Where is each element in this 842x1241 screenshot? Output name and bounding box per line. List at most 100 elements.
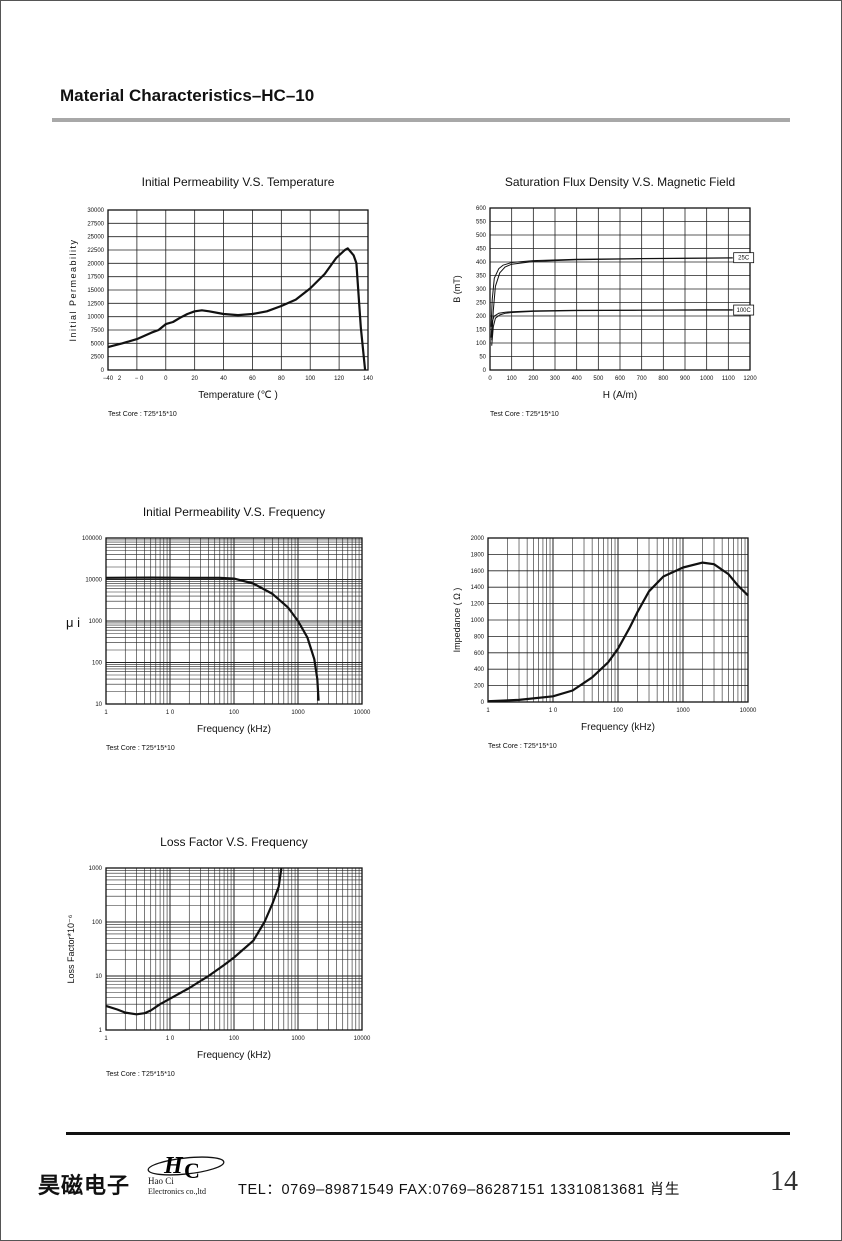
y-tick-label: 7500: [91, 328, 105, 334]
x-tick-label: 100: [613, 708, 624, 714]
x-tick-label: − 0: [135, 376, 144, 382]
x-tick-label: 1 0: [166, 1036, 175, 1042]
x-tick-label: 300: [550, 376, 561, 382]
y-tick-label: 15000: [87, 288, 104, 294]
chart-initial-permeability-vs-temperature: Initial Permeability V.S. Temperature −40…: [68, 175, 374, 418]
plot-frame: [105, 867, 363, 1031]
x-tick-label: 1200: [743, 376, 757, 382]
y-tick-label: 250: [476, 301, 487, 307]
chart-initial-permeability-vs-frequency: Initial Permeability V.S. Frequency 1 1 0 1…: [66, 505, 371, 752]
y-tick-label: 0: [483, 368, 487, 374]
x-tick-label: 10000: [354, 1036, 371, 1042]
y-tick-label: 50: [479, 355, 486, 361]
y-tick-label: 100: [476, 341, 487, 347]
logo-subtitle: Electronics co.,ltd: [148, 1187, 206, 1196]
plot-frame: [487, 537, 749, 703]
x-tick-label: 500: [593, 376, 604, 382]
x-tick-label: 1000: [291, 710, 305, 716]
x-tick-label: 60: [249, 376, 256, 382]
chart-title: Initial Permeability V.S. Frequency: [143, 505, 325, 519]
chart-loss-factor-vs-frequency: Loss Factor V.S. Frequency 1 1 0 100 1000 100…: [66, 835, 371, 1078]
contact-info: TEL：0769–89871549 FAX:0769–86287151 1331…: [238, 1182, 680, 1198]
x-tick-label: 1100: [722, 376, 736, 382]
x-tick-label: 700: [637, 376, 648, 382]
test-core-note: Test Core : T25*15*10: [488, 743, 557, 750]
x-tick-label: 40: [220, 376, 227, 382]
y-tick-label: 1000: [471, 618, 485, 624]
x-axis-label: Frequency (kHz): [197, 724, 271, 735]
series-label: 25C: [738, 256, 750, 262]
y-tick-label: 100000: [82, 536, 103, 542]
series-line: [491, 257, 733, 341]
y-tick-label: 500: [476, 233, 487, 239]
y-tick-label: 300: [476, 287, 487, 293]
y-tick-label: 17500: [87, 275, 104, 281]
y-tick-label: 27500: [87, 221, 104, 227]
x-tick-label: 400: [572, 376, 583, 382]
y-tick-label: 150: [476, 328, 487, 334]
y-tick-label: 1: [99, 1028, 103, 1034]
x-axis-label: Temperature (℃ ): [198, 390, 278, 401]
company-name: 昊磁电子: [38, 1173, 131, 1198]
test-core-note: Test Core : T25*15*10: [106, 1071, 175, 1078]
y-tick-label: 22500: [87, 248, 104, 254]
x-tick-label: 1: [486, 708, 490, 714]
x-axis-label: Frequency (kHz): [581, 722, 655, 733]
test-core-note: Test Core : T25*15*10: [490, 411, 559, 418]
x-tick-label: −40: [103, 376, 114, 382]
x-tick-label: 20: [191, 376, 198, 382]
y-axis-label: Impedance ( Ω ): [452, 588, 462, 653]
chart-impedance-vs-frequency: 1 1 0 100 1000 10000 0 200 400 600 800 1000 1200 140…: [452, 536, 757, 750]
y-tick-label: 550: [476, 220, 487, 226]
y-tick-label: 10: [95, 702, 102, 708]
series-line: [105, 867, 283, 1016]
y-tick-label: 200: [474, 684, 485, 690]
x-tick-label: 1: [104, 710, 108, 716]
y-tick-label: 12500: [87, 301, 104, 307]
chart-title: Saturation Flux Density V.S. Magnetic Fi…: [505, 175, 735, 189]
x-tick-label: 2: [118, 376, 122, 382]
y-tick-label: 2000: [471, 536, 485, 542]
x-tick-label: 1 0: [166, 710, 175, 716]
x-tick-label: 10000: [354, 710, 371, 716]
x-tick-label: 120: [334, 376, 345, 382]
y-tick-label: 1400: [471, 585, 485, 591]
footer-rule: [66, 1132, 790, 1135]
test-core-note: Test Core : T25*15*10: [108, 411, 177, 418]
y-tick-label: 0: [101, 368, 105, 374]
y-tick-label: 20000: [87, 261, 104, 267]
chart-title: Initial Permeability V.S. Temperature: [142, 175, 335, 189]
y-tick-label: 25000: [87, 235, 104, 241]
series-line: [105, 576, 320, 701]
plot-frame: [107, 209, 369, 371]
x-tick-label: 800: [658, 376, 669, 382]
x-tick-label: 1000: [676, 708, 690, 714]
plot-frame: [105, 537, 363, 705]
series-label: 100C: [736, 308, 751, 314]
y-tick-label: 1000: [89, 619, 103, 625]
page-title: Material Characteristics–HC–10: [60, 86, 315, 105]
x-tick-label: 200: [528, 376, 539, 382]
x-tick-label: 100: [507, 376, 518, 382]
y-axis-label: Initial Permeability: [68, 238, 78, 341]
series-label-box: [733, 252, 755, 264]
x-axis-label: H (A/m): [603, 390, 637, 401]
y-tick-label: 10000: [85, 578, 102, 584]
x-tick-label: 0: [488, 376, 492, 382]
y-tick-label: 0: [481, 700, 485, 706]
x-tick-label: 1: [104, 1036, 108, 1042]
y-tick-label: 100: [92, 920, 103, 926]
x-tick-label: 100: [229, 1036, 240, 1042]
x-tick-label: 10000: [740, 708, 757, 714]
y-tick-label: 1200: [471, 602, 485, 608]
x-tick-label: 0: [164, 376, 168, 382]
y-axis-label: μ i: [66, 615, 80, 630]
x-tick-label: 100: [305, 376, 316, 382]
y-tick-label: 1800: [471, 552, 485, 558]
x-axis-label: Frequency (kHz): [197, 1050, 271, 1061]
series-line: [491, 309, 733, 346]
y-tick-label: 600: [476, 206, 487, 212]
x-tick-label: 80: [278, 376, 285, 382]
y-tick-label: 400: [476, 260, 487, 266]
y-tick-label: 400: [474, 667, 485, 673]
